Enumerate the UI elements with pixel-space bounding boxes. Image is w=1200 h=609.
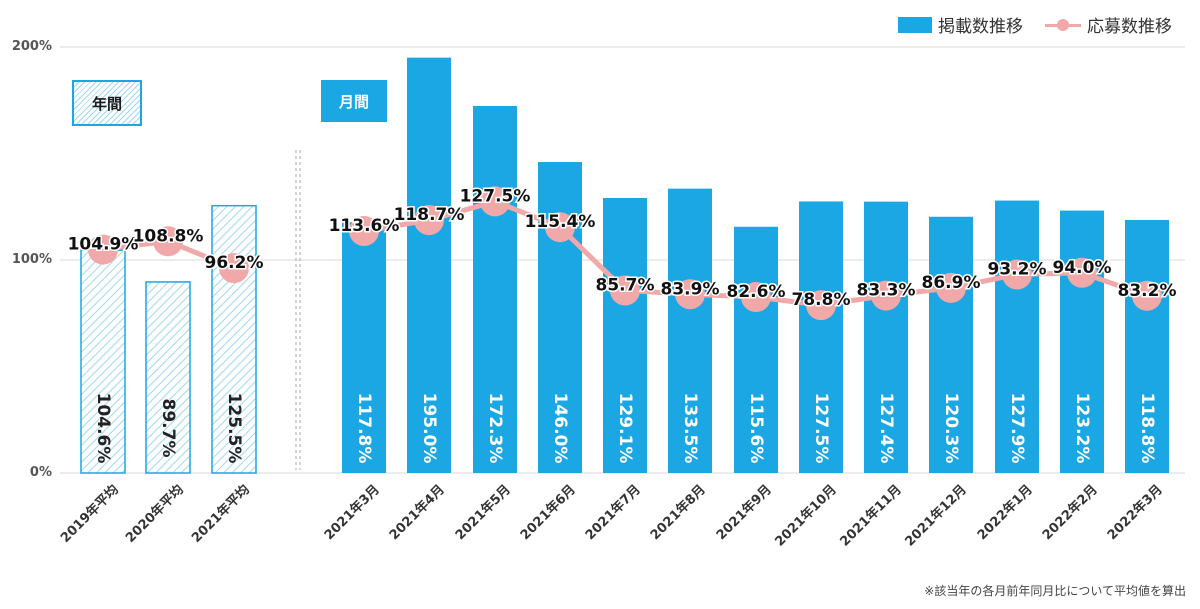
line-value-labels: 104.9%108.8%96.2% 113.6%118.7%127.5% 115.4… <box>66 185 1178 312</box>
x-tick-label: 2021年平均 <box>188 482 252 546</box>
bar-value-label: 127.9% <box>1007 393 1027 464</box>
bar-value-label: 120.3% <box>941 393 961 464</box>
x-tick-label: 2021年10月 <box>772 482 840 550</box>
legend-bar-swatch <box>898 16 932 33</box>
line-value-label: 78.8% <box>792 290 851 310</box>
legend-line-label: 応募数推移 <box>1087 17 1172 37</box>
footnote: ※該当年の各月前年同月比について平均値を算出 <box>924 584 1186 598</box>
x-tick-label: 2022年2月 <box>1039 482 1101 544</box>
line-value-label: 94.0% <box>1053 258 1112 278</box>
bar-value-label: 125.5% <box>224 393 244 464</box>
line-value-label: 83.9% <box>661 279 720 299</box>
x-tick-label: 2021年11月 <box>837 482 905 550</box>
line-point <box>219 253 249 284</box>
legend-bar-label: 掲載数推移 <box>938 17 1023 37</box>
bar-value-label: 146.0% <box>550 393 570 464</box>
bar <box>668 188 712 473</box>
legend-item-line: 応募数推移 <box>1045 12 1172 37</box>
line-point <box>414 205 444 236</box>
y-tick-label: 200% <box>12 39 52 54</box>
line-value-label: 93.2% <box>988 259 1047 279</box>
x-tick-label: 2021年3月 <box>321 482 383 544</box>
x-tick-label: 2021年4月 <box>386 482 448 544</box>
bar <box>603 198 647 473</box>
bar <box>799 201 843 474</box>
x-tick-label: 2022年1月 <box>974 482 1036 544</box>
x-tick-label: 2021年7月 <box>582 482 644 544</box>
bar <box>929 216 973 474</box>
x-tick-label: 2021年8月 <box>647 482 709 544</box>
line-value-label: 83.3% <box>857 281 916 301</box>
line-value-label: 108.8% <box>133 226 204 246</box>
line-value-label: 83.2% <box>1118 281 1177 301</box>
bar <box>145 281 191 474</box>
line-value-label: 96.2% <box>205 253 264 273</box>
line-point <box>349 216 379 247</box>
line-value-label: 86.9% <box>922 273 981 293</box>
line-point <box>1002 259 1032 290</box>
line-point <box>480 186 510 217</box>
bar-value-label: 89.7% <box>158 399 178 458</box>
bar <box>211 204 257 474</box>
bar <box>734 226 778 473</box>
bar-value-label: 117.8% <box>354 393 374 464</box>
line-value-label: 127.5% <box>460 186 531 206</box>
line-point <box>545 212 575 243</box>
bar-value-label: 115.6% <box>746 393 766 464</box>
bar <box>407 57 451 474</box>
bar-series <box>80 57 1169 474</box>
legend: 掲載数推移 応募数推移 <box>898 12 1172 37</box>
line-point <box>871 280 901 311</box>
y-tick-label: 100% <box>12 252 52 267</box>
x-tick-label: 2021年12月 <box>902 482 970 550</box>
line-point <box>675 279 705 310</box>
bar-value-label: 104.6% <box>93 393 113 464</box>
x-tick-label: 2019年平均 <box>57 482 121 546</box>
bar-value-label: 127.4% <box>876 393 896 464</box>
line-value-label: 115.4% <box>525 212 596 232</box>
line-value-label: 118.7% <box>394 205 465 225</box>
bar-value-label: 123.2% <box>1072 393 1092 464</box>
line-point <box>88 234 118 265</box>
line-value-label: 113.6% <box>329 216 400 236</box>
bar-value-label: 127.5% <box>811 393 831 464</box>
x-tick-label: 2021年6月 <box>517 482 579 544</box>
bar-value-label: 133.5% <box>680 393 700 464</box>
x-tick-label: 2021年5月 <box>452 482 514 544</box>
bar <box>1060 210 1104 474</box>
x-tick-label: 2022年3月 <box>1104 482 1166 544</box>
bar-value-labels: 104.6% 89.7% 125.5% 117.8% 195.0% 172.3% 146.0… <box>93 393 1157 464</box>
line-point <box>741 282 771 313</box>
legend-line-swatch <box>1045 17 1081 33</box>
bar <box>342 222 386 473</box>
bar-value-label: 195.0% <box>419 393 439 464</box>
line-point <box>610 275 640 306</box>
line-points <box>88 186 1162 321</box>
line-point <box>1067 257 1097 288</box>
line-value-label: 104.9% <box>68 235 139 255</box>
bar <box>864 201 908 473</box>
annual-section-label: 年間 <box>72 80 142 126</box>
line-value-label: 85.7% <box>596 275 655 295</box>
y-tick-labels: 0% 100% 200% <box>12 39 52 480</box>
bar <box>1125 219 1169 473</box>
monthly-section-label: 月間 <box>321 80 387 122</box>
legend-item-bar: 掲載数推移 <box>898 12 1023 37</box>
bar <box>995 200 1039 473</box>
x-tick-label: 2021年9月 <box>713 482 775 544</box>
bar-value-label: 118.8% <box>1137 393 1157 464</box>
bar <box>473 106 517 473</box>
line-value-label: 82.6% <box>727 282 786 302</box>
bar-value-label: 172.3% <box>485 393 505 464</box>
y-tick-label: 0% <box>30 465 52 480</box>
line-point <box>806 290 836 321</box>
line-point <box>153 226 183 257</box>
bar <box>80 249 126 474</box>
line-point <box>1132 280 1162 311</box>
line-point <box>936 272 966 303</box>
x-tick-labels: 2019年平均 2020年平均 2021年平均 2021年3月 2021年4月 2021年… <box>57 482 1165 550</box>
bar-value-label: 129.1% <box>615 393 635 464</box>
x-tick-label: 2020年平均 <box>122 482 186 546</box>
